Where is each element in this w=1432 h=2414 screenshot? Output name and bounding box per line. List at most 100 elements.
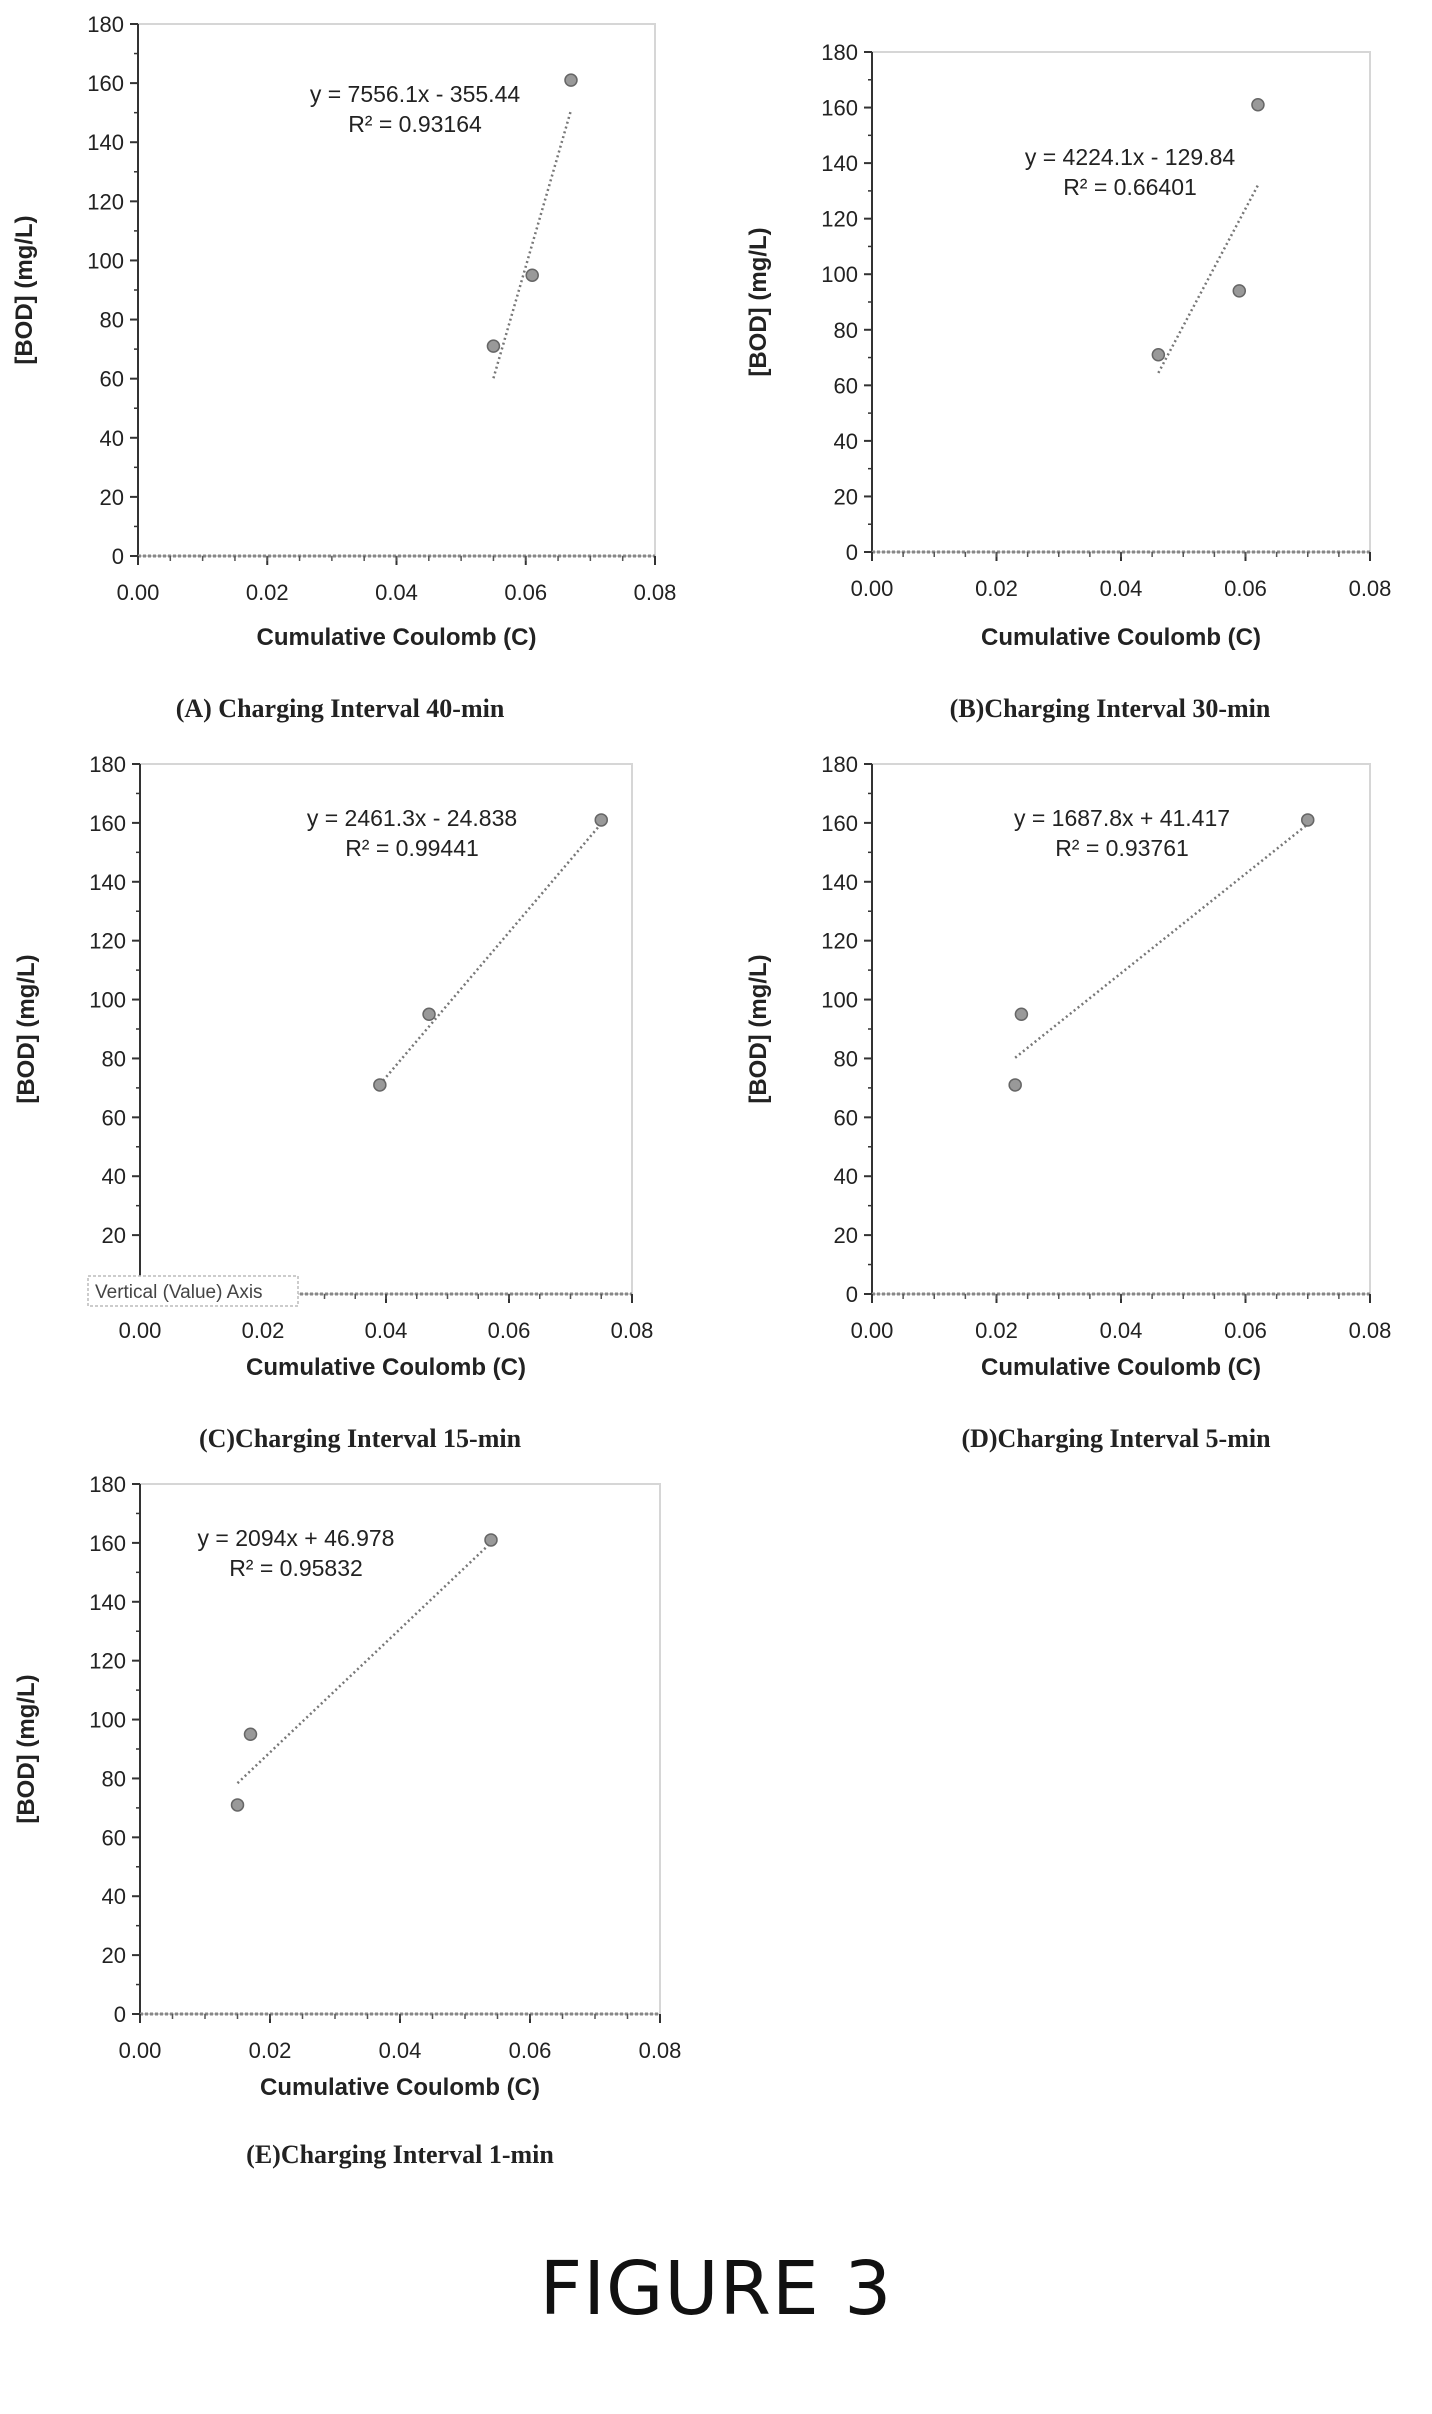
chart-e-y-tick-label: 0: [114, 2002, 126, 2027]
chart-b-x-tick-label: 0.04: [1100, 576, 1143, 601]
chart-c-y-tick-label: 160: [89, 811, 126, 836]
chart-c-y-tick-label: 40: [102, 1164, 126, 1189]
chart-d-trend-equation: y = 1687.8x + 41.417: [1014, 805, 1230, 831]
chart-d-svg: 0 20 40 60 80 100 120 140 160 180 0.00 0.02 0.04 0.06…: [745, 752, 1392, 1381]
chart-a-x-tick-label: 0.00: [117, 580, 160, 605]
chart-d-data-point: [1008, 1078, 1022, 1092]
chart-b-x-tick-label: 0.00: [851, 576, 894, 601]
chart-c-y-tick-label: 100: [89, 988, 126, 1013]
chart-a-svg: 0 20 40 60 80 100 120 140 160 180 0.00 0.02 0.04 0.06…: [11, 12, 677, 651]
chart-d-trendline: [1014, 823, 1309, 1059]
chart-b-svg: 0 20 40 60 80 100 120 140 160 180 0.00 0.02 0.04 0.06…: [745, 40, 1392, 651]
chart-panel-b: 0 20 40 60 80 100 120 140 160 180 0.00 0.02 0.04 0.06…: [740, 0, 1432, 730]
chart-d-x-tick-label: 0.06: [1224, 1318, 1267, 1343]
chart-a-y-tick-label: 0: [112, 544, 124, 569]
chart-a-y-tick-label: 140: [87, 130, 124, 155]
chart-c-x-tick-label: 0.02: [242, 1318, 285, 1343]
chart-c-tooltip-label: Vertical (Value) Axis: [95, 1282, 263, 1303]
chart-c-x-tick-label: 0.08: [611, 1318, 654, 1343]
chart-b-trendline: [1157, 184, 1260, 374]
chart-c-y-tick-label: 180: [89, 752, 126, 777]
chart-e-r-squared: R² = 0.95832: [229, 1555, 363, 1581]
chart-a-x-tick-label: 0.06: [504, 580, 547, 605]
chart-d-y-tick-label: 60: [834, 1105, 858, 1130]
chart-b-data-point: [1232, 284, 1247, 298]
chart-b-y-tick-label: 140: [821, 151, 858, 176]
chart-a-trendline: [492, 109, 573, 379]
chart-d-x-tick-label: 0.08: [1349, 1318, 1392, 1343]
chart-a-data-point: [564, 73, 578, 87]
chart-a-y-tick-label: 40: [100, 426, 124, 451]
chart-e-plot-frame: [139, 1483, 661, 2015]
chart-d-data-point: [1301, 813, 1315, 827]
chart-a-data-point: [525, 268, 539, 282]
chart-b-trend-equation: y = 4224.1x - 129.84: [1025, 144, 1236, 170]
chart-a-x-tick-label: 0.04: [375, 580, 418, 605]
chart-b-y-tick-label: 100: [821, 262, 858, 287]
chart-e-x-axis-title: Cumulative Coulomb (C): [260, 2074, 540, 2101]
chart-e-svg: 0 20 40 60 80 100 120 140 160 180 0.00 0.02 0.04 0.06…: [13, 1472, 681, 2101]
chart-a-caption: (A) Charging Interval 40-min: [175, 694, 505, 723]
chart-e-data-point: [484, 1533, 498, 1547]
chart-e-x-tick-label: 0.04: [379, 2038, 422, 2063]
chart-c-x-axis-title: Cumulative Coulomb (C): [246, 1354, 526, 1381]
chart-d-y-tick-label: 100: [821, 988, 858, 1013]
chart-b-y-tick-label: 160: [821, 96, 858, 121]
chart-a-x-tick-label: 0.08: [634, 580, 677, 605]
figure-label: FIGURE 3: [539, 2246, 893, 2332]
chart-a-y-tick-label: 100: [87, 248, 124, 273]
chart-d-x-tick-label: 0.00: [851, 1318, 894, 1343]
chart-e-y-tick-label: 40: [102, 1884, 126, 1909]
chart-d-y-tick-label: 180: [821, 752, 858, 777]
chart-panel-d: 0 20 40 60 80 100 120 140 160 180 0.00 0.02 0.04 0.06…: [740, 740, 1432, 1460]
chart-a-x-axis-title: Cumulative Coulomb (C): [257, 624, 537, 651]
chart-d-data-point: [1014, 1007, 1029, 1022]
chart-a-y-tick-label: 180: [87, 12, 124, 37]
chart-b-y-tick-label: 60: [834, 373, 858, 398]
chart-a-y-tick-label: 20: [100, 485, 124, 510]
chart-c-data-point: [594, 813, 608, 827]
chart-e-y-tick-label: 180: [89, 1472, 126, 1497]
chart-panel-a: 0 20 40 60 80 100 120 140 160 180 0.00 0.02 0.04 0.06…: [0, 0, 716, 730]
chart-e-x-tick-label: 0.00: [119, 2038, 162, 2063]
chart-d-y-tick-label: 0: [846, 1282, 858, 1307]
chart-d-x-tick-label: 0.04: [1100, 1318, 1143, 1343]
chart-b-y-tick-label: 180: [821, 40, 858, 65]
chart-e-trend-equation: y = 2094x + 46.978: [198, 1525, 395, 1551]
chart-d-y-tick-label: 160: [821, 811, 858, 836]
chart-e-y-tick-label: 160: [89, 1531, 126, 1556]
chart-c-svg: 20 40 60 80 100 120 140 160 180 0.00 0.02 0.04 0.06 0…: [13, 752, 654, 1381]
chart-e-y-tick-label: 140: [89, 1590, 126, 1615]
chart-a-y-tick-label: 80: [100, 308, 124, 333]
chart-e-y-tick-label: 80: [102, 1766, 126, 1791]
chart-e-y-tick-label: 20: [102, 1943, 126, 1968]
chart-c-trend-equation: y = 2461.3x - 24.838: [307, 805, 517, 831]
chart-c-r-squared: R² = 0.99441: [345, 835, 479, 861]
chart-b-x-tick-label: 0.02: [975, 576, 1018, 601]
chart-d-x-tick-label: 0.02: [975, 1318, 1018, 1343]
chart-b-data-point: [1151, 348, 1166, 362]
chart-b-y-tick-label: 120: [821, 207, 858, 232]
chart-e-y-tick-label: 120: [89, 1649, 126, 1674]
chart-c-x-tick-label: 0.04: [365, 1318, 408, 1343]
chart-e-caption: (E)Charging Interval 1-min: [246, 2140, 554, 2169]
chart-c-y-tick-label: 140: [89, 870, 126, 895]
chart-d-y-tick-label: 120: [821, 929, 858, 954]
chart-e-y-tick-label: 60: [102, 1825, 126, 1850]
chart-e-y-tick-label: 100: [89, 1708, 126, 1733]
chart-b-y-axis-title: [BOD] (mg/L): [745, 227, 772, 376]
chart-b-caption: (B)Charging Interval 30-min: [949, 694, 1271, 723]
chart-e-data-point: [243, 1727, 258, 1742]
chart-e-y-axis-title: [BOD] (mg/L): [13, 1674, 40, 1823]
chart-e-trendline: [236, 1541, 492, 1785]
chart-a-x-tick-label: 0.02: [246, 580, 289, 605]
chart-b-y-tick-label: 0: [846, 540, 858, 565]
chart-b-y-tick-label: 20: [834, 484, 858, 509]
chart-a-y-tick-label: 120: [87, 189, 124, 214]
chart-b-x-tick-label: 0.08: [1349, 576, 1392, 601]
chart-c-y-tick-label: 20: [102, 1223, 126, 1248]
chart-d-y-axis-title: [BOD] (mg/L): [745, 954, 772, 1103]
chart-a-y-tick-label: 160: [87, 71, 124, 96]
chart-d-y-tick-label: 40: [834, 1164, 858, 1189]
chart-e-data-point: [230, 1798, 245, 1812]
